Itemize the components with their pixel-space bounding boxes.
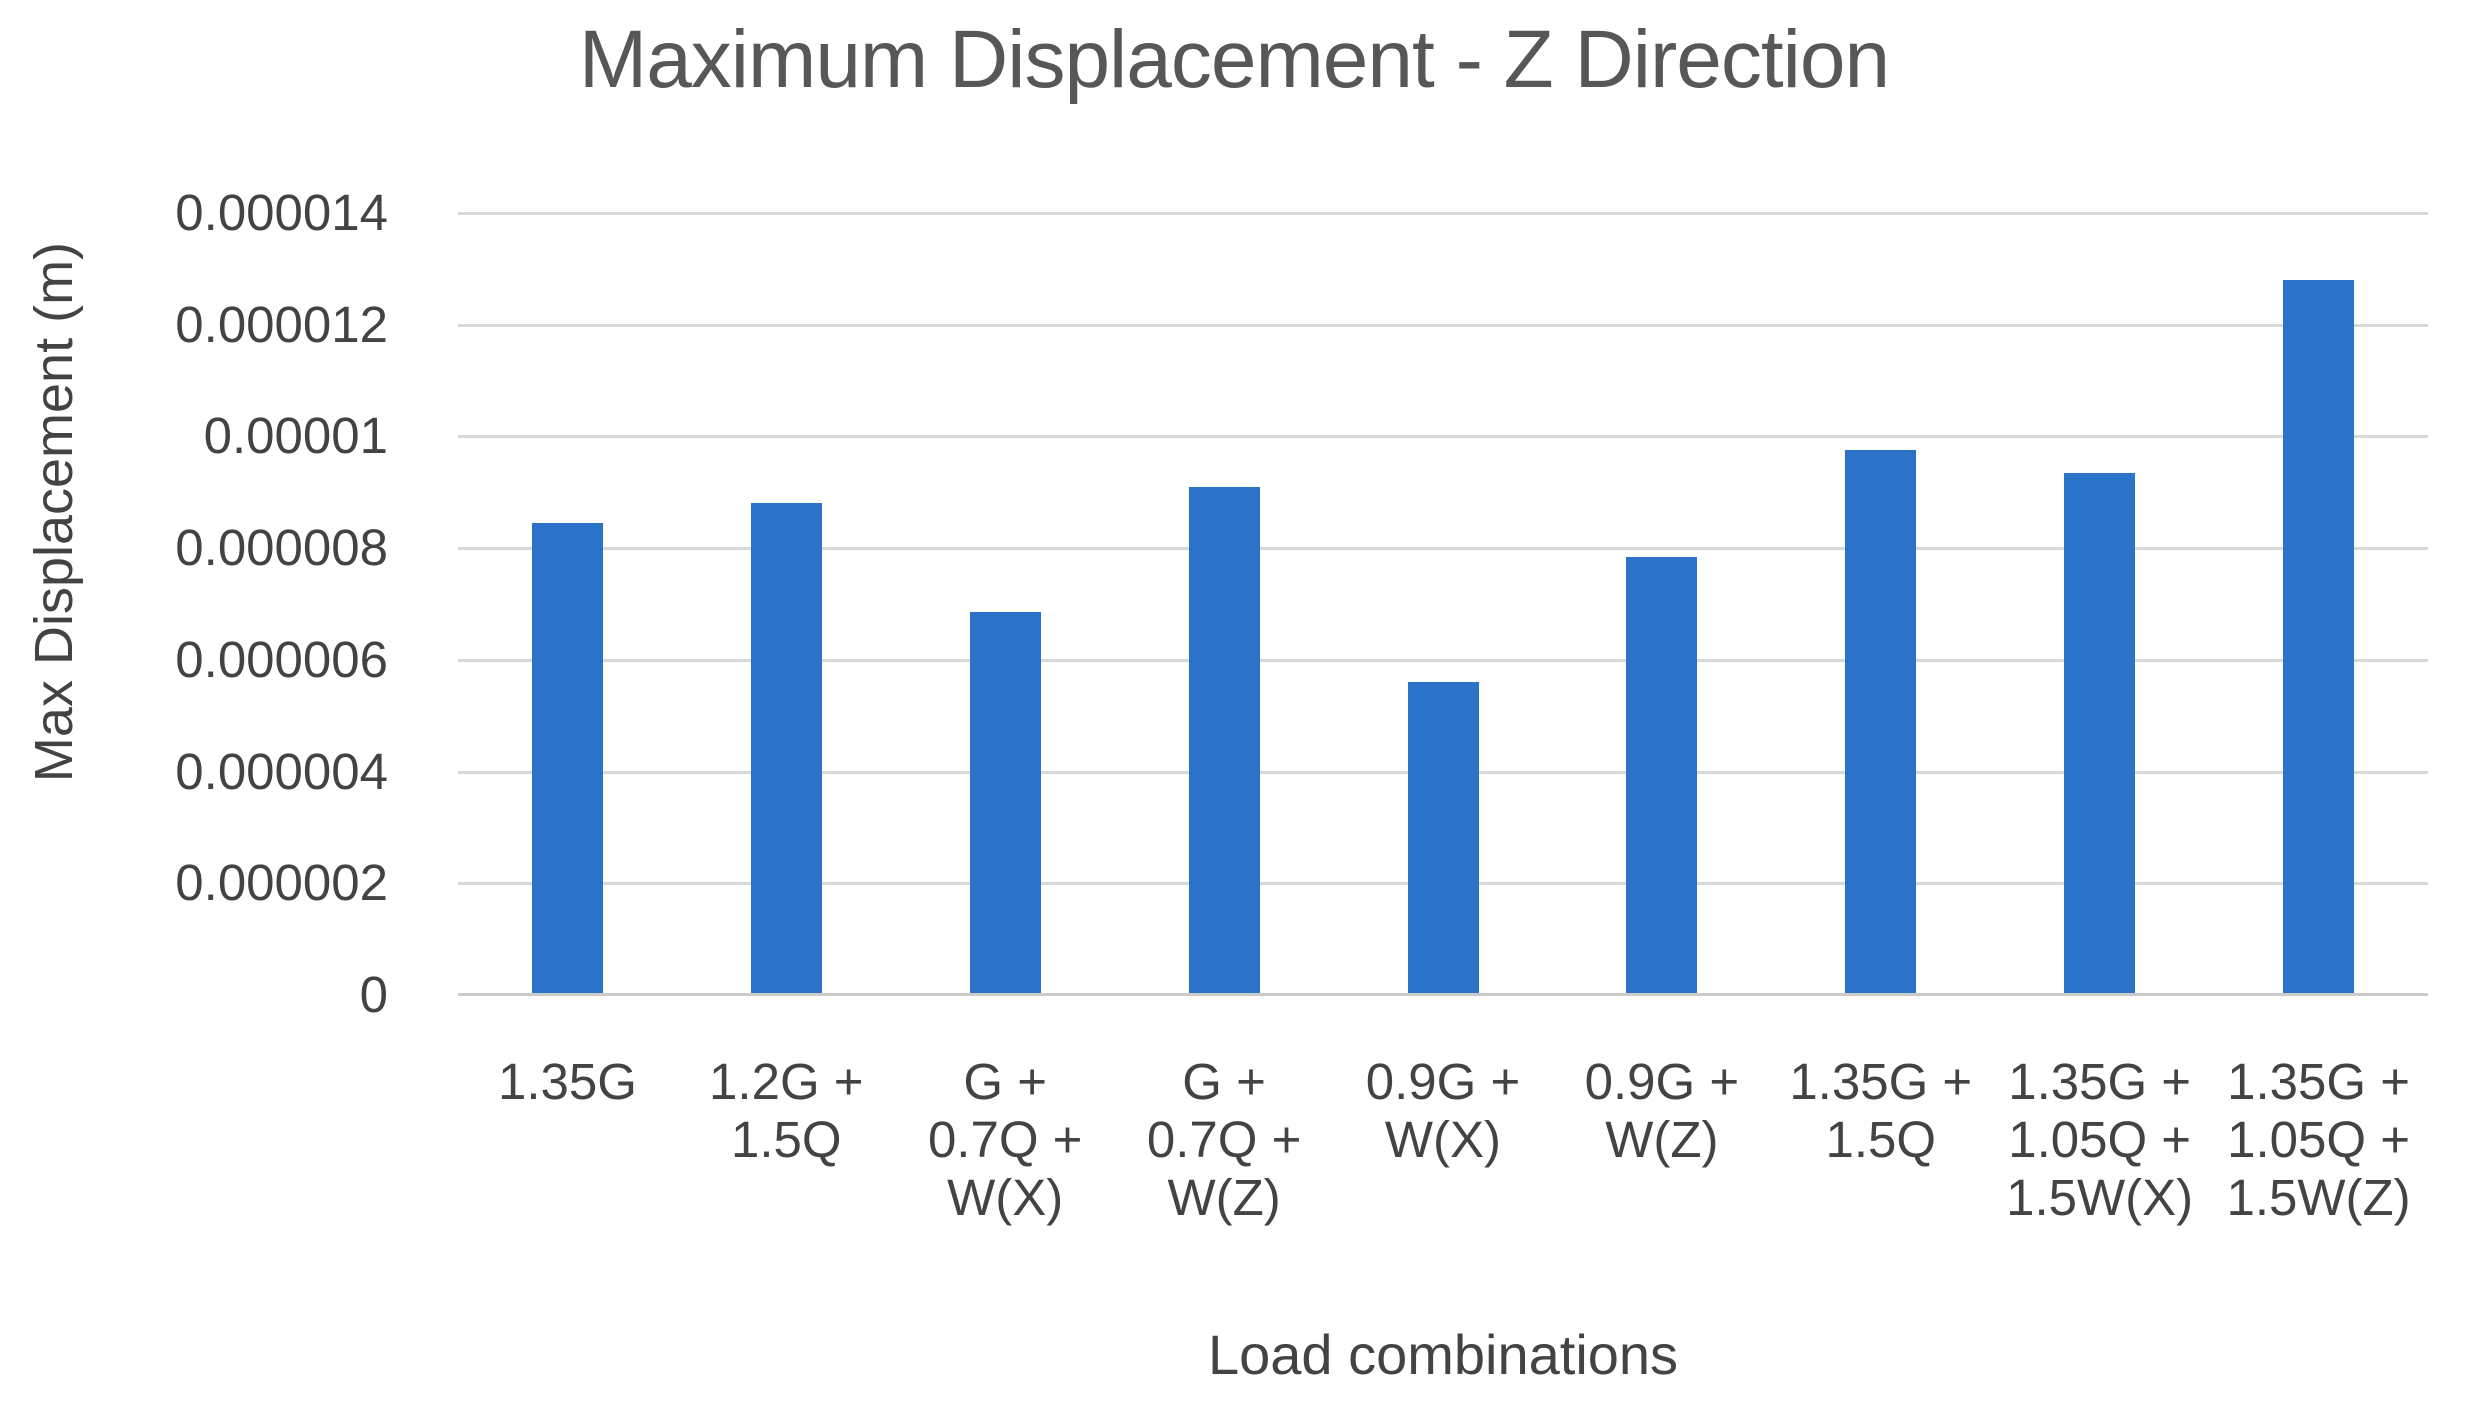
y-axis-title: Max Displacement (m) <box>24 241 84 783</box>
x-tick-label: G + 0.7Q + W(Z) <box>1146 1053 1302 1226</box>
x-tick-label: 1.35G + 1.5Q <box>1789 1053 1973 1168</box>
plot-area <box>458 212 2428 996</box>
bar <box>2064 472 2136 995</box>
gridline <box>458 547 2428 551</box>
x-tick-label: 1.35G + 1.05Q + 1.5W(X) <box>2006 1053 2194 1226</box>
x-axis-line <box>458 993 2428 996</box>
bar <box>1407 682 1479 995</box>
x-tick-label: 1.2G + 1.5Q <box>709 1053 864 1168</box>
x-axis-title: Load combinations <box>1207 1323 1679 1386</box>
x-tick-label: G + 0.7Q + W(X) <box>927 1053 1083 1226</box>
gridline <box>458 435 2428 439</box>
gridline <box>458 323 2428 327</box>
chart-title: Maximum Displacement - Z Direction <box>578 14 1890 105</box>
x-tick-label: 1.35G + 1.05Q + 1.5W(Z) <box>2226 1053 2411 1226</box>
bar <box>750 503 822 995</box>
bar <box>1626 556 1698 995</box>
x-tick-label: 1.35G <box>497 1053 637 1110</box>
bar <box>2283 280 2355 995</box>
bar <box>1845 450 1917 995</box>
gridline <box>458 212 2428 215</box>
bar <box>531 523 603 995</box>
x-tick-label: 0.9G + W(X) <box>1365 1053 1521 1168</box>
x-tick-label: 0.9G + W(Z) <box>1584 1053 1740 1168</box>
gridline <box>458 658 2428 662</box>
bar <box>969 612 1041 995</box>
bar <box>1188 486 1260 995</box>
